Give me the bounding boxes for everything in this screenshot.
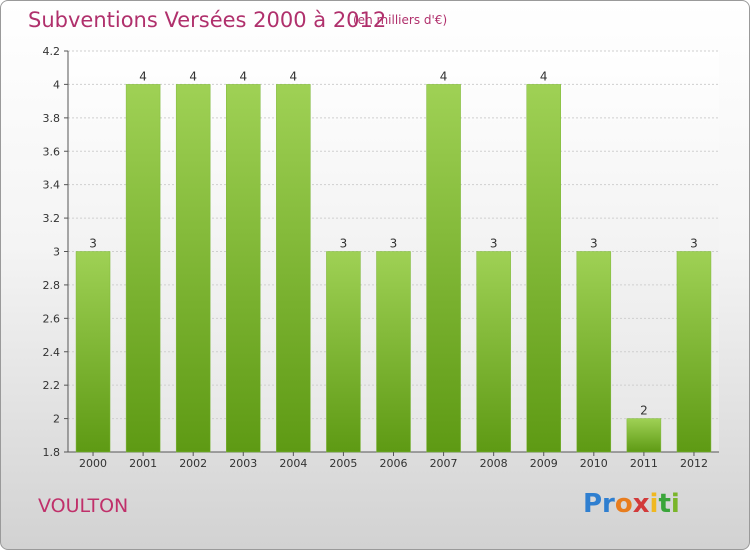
y-tick-label: 3.4 xyxy=(43,179,61,192)
x-tick-label-2011: 2011 xyxy=(630,457,658,470)
commune-name: VOULTON xyxy=(38,495,129,517)
bar-2005 xyxy=(326,251,361,453)
data-label-2002: 4 xyxy=(189,69,197,83)
bar-2003 xyxy=(226,84,261,453)
data-label-2005: 3 xyxy=(340,237,348,251)
data-label-2010: 3 xyxy=(590,237,598,251)
y-tick-label: 2.4 xyxy=(43,346,61,359)
proxiti-logo[interactable]: Proxiti xyxy=(583,489,680,519)
bar-2008 xyxy=(476,251,511,453)
x-tick-label-2006: 2006 xyxy=(380,457,408,470)
x-tick-label-2008: 2008 xyxy=(480,457,508,470)
y-tick-label: 4.2 xyxy=(43,45,61,58)
y-tick-label: 2.8 xyxy=(43,279,61,292)
bar-2011 xyxy=(626,418,662,453)
bar-2012 xyxy=(676,251,712,453)
x-tick-label-2010: 2010 xyxy=(580,457,608,470)
y-tick-label: 3 xyxy=(53,246,60,259)
data-label-2012: 3 xyxy=(690,237,698,251)
data-label-2001: 4 xyxy=(139,69,147,83)
data-label-2004: 4 xyxy=(290,69,298,83)
x-tick-label-2007: 2007 xyxy=(430,457,458,470)
x-tick-label-2001: 2001 xyxy=(129,457,157,470)
bar-2000 xyxy=(75,251,111,453)
bar-2010 xyxy=(576,251,612,453)
y-tick-label: 2 xyxy=(53,413,60,426)
data-label-2007: 4 xyxy=(440,69,448,83)
bar-2002 xyxy=(175,84,211,453)
y-tick-label: 1.8 xyxy=(43,446,61,459)
bar-2006 xyxy=(376,251,411,453)
x-tick-label-2002: 2002 xyxy=(179,457,207,470)
data-label-2009: 4 xyxy=(540,69,548,83)
bar-2007 xyxy=(426,84,461,453)
bar-2004 xyxy=(276,84,311,453)
x-tick-label-2003: 2003 xyxy=(229,457,257,470)
x-tick-label-2009: 2009 xyxy=(530,457,558,470)
x-tick-label-2012: 2012 xyxy=(680,457,708,470)
y-tick-label: 3.8 xyxy=(43,112,61,125)
data-label-2011: 2 xyxy=(640,404,648,418)
y-tick-label: 3.2 xyxy=(43,212,61,225)
bar-2009 xyxy=(526,84,561,453)
y-tick-label: 2.6 xyxy=(43,312,61,325)
x-tick-label-2000: 2000 xyxy=(79,457,107,470)
y-tick-label: 4 xyxy=(53,78,60,91)
y-tick-label: 3.6 xyxy=(43,145,61,158)
x-tick-label-2004: 2004 xyxy=(279,457,307,470)
bar-2001 xyxy=(125,84,161,453)
y-tick-label: 2.2 xyxy=(43,379,61,392)
x-tick-label-2005: 2005 xyxy=(329,457,357,470)
data-label-2008: 3 xyxy=(490,237,498,251)
chart-title: Subventions Versées 2000 à 2012 xyxy=(28,8,387,32)
data-label-2003: 4 xyxy=(239,69,247,83)
data-label-2000: 3 xyxy=(89,237,97,251)
data-label-2006: 3 xyxy=(390,237,398,251)
chart-unit: (en milliers d'€) xyxy=(353,13,448,27)
